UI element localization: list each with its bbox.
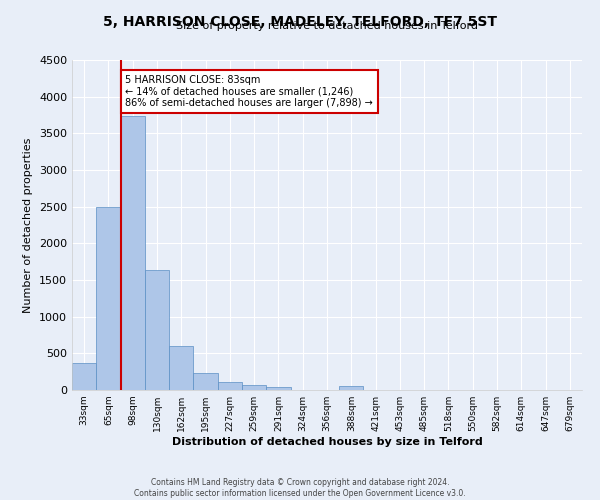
Text: 5 HARRISON CLOSE: 83sqm
← 14% of detached houses are smaller (1,246)
86% of semi: 5 HARRISON CLOSE: 83sqm ← 14% of detache… (125, 74, 373, 108)
Bar (193, 373, 218, 390)
Title: Size of property relative to detached houses in Telford: Size of property relative to detached ho… (176, 22, 478, 32)
Bar (242, 385, 266, 390)
Bar (218, 382, 242, 390)
Bar (339, 386, 364, 390)
Y-axis label: Number of detached properties: Number of detached properties (23, 138, 34, 312)
Text: 5, HARRISON CLOSE, MADELEY, TELFORD, TF7 5ST: 5, HARRISON CLOSE, MADELEY, TELFORD, TF7… (103, 15, 497, 29)
Bar (169, 346, 193, 390)
Bar (96, 206, 121, 390)
Bar (72, 363, 96, 390)
Text: Contains HM Land Registry data © Crown copyright and database right 2024.
Contai: Contains HM Land Registry data © Crown c… (134, 478, 466, 498)
X-axis label: Distribution of detached houses by size in Telford: Distribution of detached houses by size … (172, 437, 482, 447)
Bar (121, 116, 145, 390)
Bar (145, 270, 169, 390)
Bar (266, 387, 290, 390)
